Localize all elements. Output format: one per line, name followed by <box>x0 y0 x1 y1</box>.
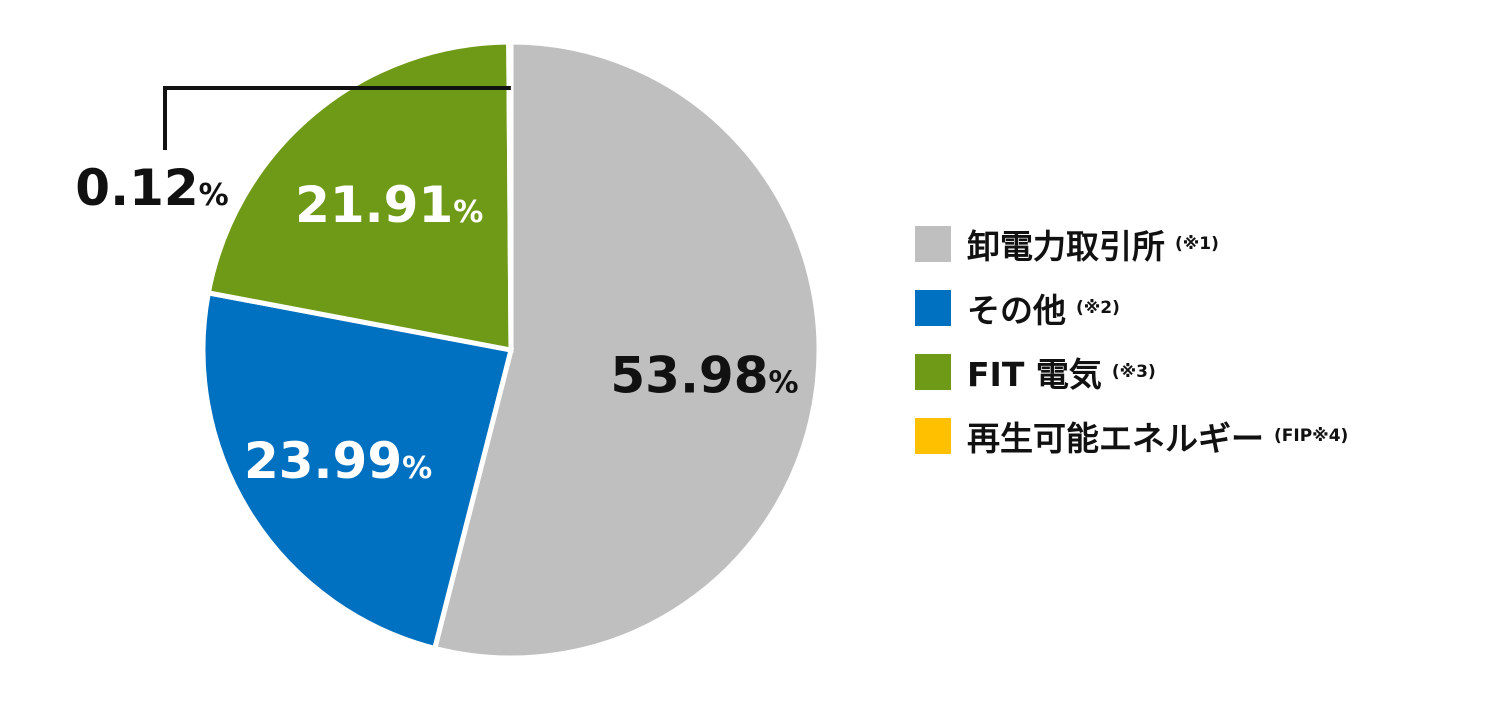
legend-note: (※3) <box>1111 362 1156 382</box>
pct-label-fit: 21.91% <box>295 176 483 234</box>
legend-note: (FIP※4) <box>1274 426 1349 446</box>
pct-label-wholesale: 53.98% <box>610 346 798 404</box>
legend-note: (※2) <box>1076 298 1120 318</box>
legend-swatch <box>915 418 951 454</box>
legend-swatch <box>915 354 951 390</box>
legend-item-other: その他 (※2) <box>915 289 1348 330</box>
pie-slice-renewable <box>506 39 514 351</box>
legend-label: FIT 電気 <box>967 355 1102 394</box>
legend-swatch <box>915 226 951 262</box>
legend-label: 卸電力取引所 <box>967 227 1165 266</box>
pie-slice-other <box>200 289 515 652</box>
pie-slice-fit <box>205 39 514 354</box>
legend-note: (※1) <box>1175 234 1219 254</box>
legend-item-wholesale: 卸電力取引所 (※1) <box>915 225 1348 266</box>
pct-label-other: 23.99% <box>244 432 432 490</box>
legend-item-fit: FIT 電気 (※3) <box>915 353 1348 394</box>
pie-slice-wholesale <box>431 39 822 661</box>
legend: 卸電力取引所 (※1) その他 (※2) FIT 電気 (※3) 再生可能エネル… <box>915 225 1348 481</box>
legend-swatch <box>915 290 951 326</box>
legend-label: 再生可能エネルギー <box>967 419 1264 458</box>
pct-label-renewable: 0.12% <box>75 159 228 217</box>
legend-label: その他 <box>967 291 1066 330</box>
legend-item-renewable: 再生可能エネルギー (FIP※4) <box>915 417 1349 458</box>
leader-line-renewable <box>163 86 511 150</box>
